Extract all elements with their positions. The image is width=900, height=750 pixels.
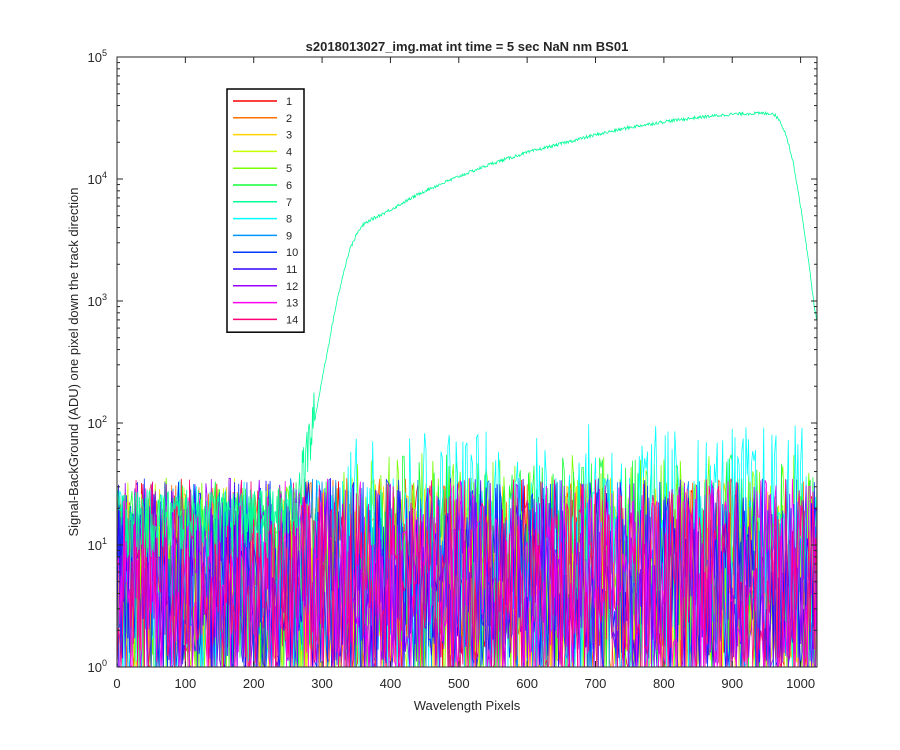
legend-label: 1: [286, 96, 292, 108]
series-line-14: [117, 478, 817, 667]
legend-label: 7: [286, 197, 292, 209]
legend-label: 12: [286, 281, 298, 293]
y-tick-label: 103: [88, 292, 107, 309]
x-tick-label: 0: [113, 676, 120, 691]
legend-label: 9: [286, 230, 292, 242]
y-tick-label: 101: [88, 536, 107, 553]
legend-label: 14: [286, 314, 298, 326]
legend-label: 6: [286, 180, 292, 192]
legend-label: 13: [286, 298, 298, 310]
legend-label: 5: [286, 163, 292, 175]
legend-label: 8: [286, 214, 292, 226]
plot-traces: [117, 110, 817, 667]
x-tick-label: 300: [311, 676, 333, 691]
x-tick-label: 100: [175, 676, 197, 691]
axes-box: [116, 56, 818, 668]
axis-ticks: 0 100 200 300 400 500 600 700 800 900 100010010110…: [88, 48, 817, 691]
y-tick-label: 100: [88, 658, 107, 675]
x-tick-label: 500: [448, 676, 470, 691]
y-tick-label: 102: [88, 414, 107, 431]
x-tick-label: 700: [585, 676, 607, 691]
y-axis-label: Signal-BackGround (ADU) one pixel down t…: [66, 187, 81, 536]
x-tick-label: 600: [516, 676, 538, 691]
legend-box: [226, 88, 305, 333]
x-tick-label: 800: [653, 676, 675, 691]
y-tick-label: 105: [88, 48, 107, 65]
x-tick-label: 900: [721, 676, 743, 691]
series-line-13: [117, 478, 817, 667]
legend-label: 10: [286, 247, 298, 259]
legend-label: 11: [286, 264, 297, 276]
x-tick-label: 1000: [786, 676, 815, 691]
legend-label: 4: [286, 146, 292, 158]
y-tick-label: 104: [88, 170, 107, 187]
chart-title: s2018013027_img.mat int time = 5 sec NaN…: [306, 39, 629, 54]
x-tick-label: 400: [380, 676, 402, 691]
legend-label: 3: [286, 130, 292, 142]
x-tick-label: 200: [243, 676, 265, 691]
series-line-7: [117, 110, 817, 559]
x-axis-label: Wavelength Pixels: [414, 698, 521, 713]
legend-label: 2: [286, 113, 292, 125]
